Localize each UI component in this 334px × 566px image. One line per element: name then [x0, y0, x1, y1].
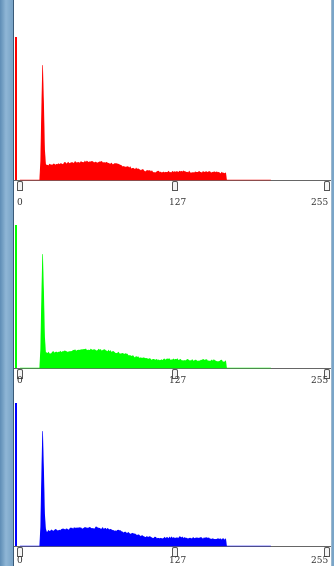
tick-label-127-red: 127	[169, 198, 187, 208]
black-point-slider-red[interactable]	[17, 181, 23, 191]
tick-label-127-green: 127	[169, 376, 187, 386]
histogram-distribution	[20, 65, 271, 181]
histogram-blue	[14, 366, 331, 557]
tick-label-0-red: 0	[17, 198, 23, 208]
tick-label-127-blue: 127	[169, 556, 187, 566]
white-point-slider-blue[interactable]	[324, 547, 330, 557]
tick-label-255-red: 255	[311, 198, 329, 208]
histogram-distribution	[20, 431, 271, 547]
tick-label-0-green: 0	[17, 376, 23, 386]
histogram-distribution	[20, 254, 271, 369]
tick-label-255-green: 255	[311, 376, 329, 386]
histogram-green-plot	[14, 225, 331, 369]
mid-point-slider-blue[interactable]	[172, 547, 178, 557]
histogram-green	[14, 188, 331, 379]
tick-label-255-blue: 255	[311, 556, 329, 566]
black-point-slider-green[interactable]	[17, 369, 23, 379]
white-point-slider-red[interactable]	[324, 181, 330, 191]
histogram-blue-plot	[14, 403, 331, 547]
histogram-red	[14, 0, 331, 191]
mid-point-slider-green[interactable]	[172, 369, 178, 379]
mid-point-slider-red[interactable]	[172, 181, 178, 191]
histogram-red-plot	[14, 37, 331, 181]
tick-label-0-blue: 0	[17, 556, 23, 566]
histogram-panel: 0 127 255 0 127 255 0 127 255	[13, 0, 332, 566]
white-point-slider-green[interactable]	[324, 369, 330, 379]
black-point-slider-blue[interactable]	[17, 547, 23, 557]
